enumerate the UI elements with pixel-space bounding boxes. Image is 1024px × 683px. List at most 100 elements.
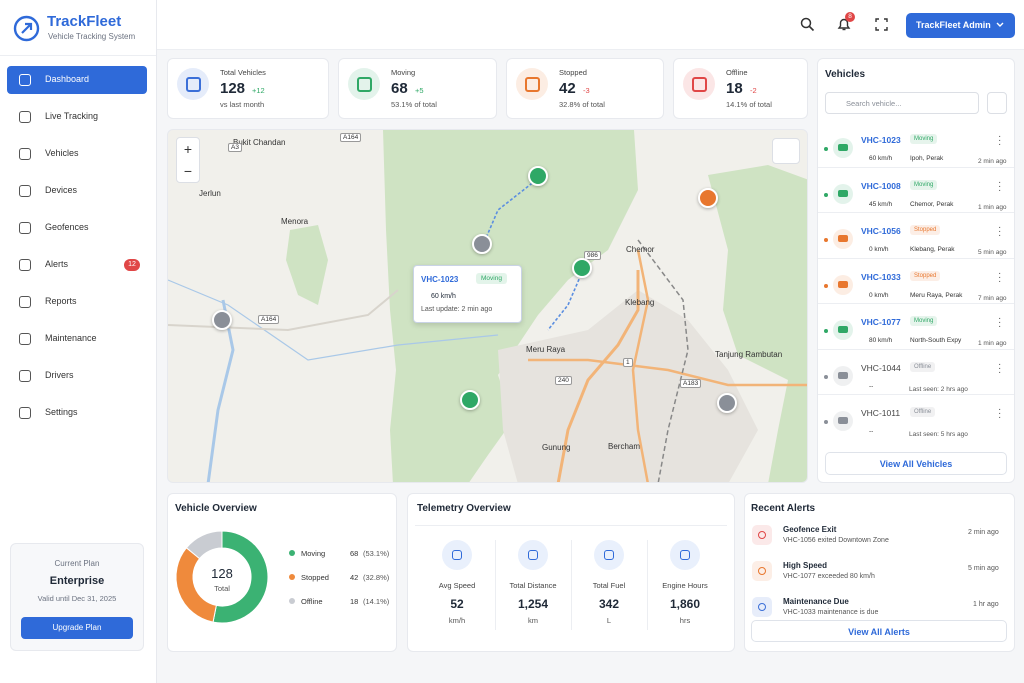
vehicle-time: Last seen: 5 hrs ago [909, 431, 968, 438]
nav-item[interactable]: Alerts [45, 259, 69, 269]
metric-label: Avg Speed [438, 581, 476, 590]
status-dot [824, 283, 828, 288]
upgrade-button[interactable]: Upgrade Plan [21, 617, 133, 639]
stat-value: 42 [559, 80, 576, 97]
nav-item[interactable]: Maintenance [45, 333, 97, 343]
vehicle-id[interactable]: VHC-1008 [861, 180, 901, 191]
filter-button[interactable] [987, 92, 1007, 114]
vehicle-marker[interactable] [528, 166, 548, 186]
topbar [157, 0, 1024, 50]
legend-pct: (53.1%) [363, 549, 390, 558]
nav-item[interactable]: Live Tracking [45, 111, 99, 121]
vehicle-time: Last seen: 2 hrs ago [909, 385, 968, 393]
plan-validity: Valid until Dec 31, 2025 [37, 594, 117, 603]
nav-item[interactable]: Vehicles [45, 148, 79, 158]
donut [175, 530, 269, 624]
donut-segment [185, 530, 223, 560]
nav-icon [19, 185, 31, 197]
vehicle-id[interactable]: VHC-1077 [861, 317, 901, 327]
nav-icon [19, 74, 31, 86]
route [482, 176, 584, 331]
status-dot [824, 238, 828, 242]
vehicle-menu[interactable]: · · · [998, 222, 1002, 241]
vehicle-menu[interactable]: · · · [998, 176, 1002, 196]
place-label: Jerlun [199, 189, 221, 198]
vehicle-status: Moving [910, 316, 938, 326]
alert-time: 2 min ago [968, 529, 999, 536]
vehicle-marker[interactable] [460, 390, 480, 410]
metric-divider [495, 540, 496, 630]
vehicle-marker[interactable] [212, 310, 232, 330]
donut-segment [212, 530, 269, 624]
vehicle-id[interactable]: VHC-1011 [861, 408, 901, 418]
stat-icon [177, 68, 209, 100]
metric-icon [594, 540, 624, 570]
status-dot [824, 147, 828, 151]
popup-id: VHC-1023 [421, 275, 459, 284]
view-all-vehicles[interactable]: View All Vehicles [825, 452, 1007, 475]
vehicle-speed: 0 km/h [869, 246, 889, 253]
nav-icon [19, 222, 31, 234]
vehicle-marker[interactable] [698, 188, 718, 208]
search-placeholder: Search vehicle... [846, 99, 902, 108]
alert-detail: VHC-1056 exited Downtown Zone [783, 537, 889, 544]
alert-title[interactable]: Maintenance Due [783, 597, 849, 606]
nav-item[interactable]: Devices [45, 185, 78, 195]
view-all-alerts[interactable]: View All Alerts [751, 620, 1007, 642]
layers-button[interactable] [772, 138, 800, 164]
vehicle-status: Stopped [910, 270, 941, 281]
divider [415, 525, 727, 526]
place-label: Menora [281, 217, 309, 226]
notification-badge: 8 [845, 12, 855, 22]
vehicle-marker[interactable] [717, 393, 737, 413]
vehicle-id[interactable]: VHC-1023 [861, 135, 901, 145]
alert-title[interactable]: Geofence Exit [783, 525, 837, 534]
nav-item[interactable]: Drivers [45, 370, 74, 380]
vehicle-id[interactable]: VHC-1044 [861, 362, 901, 373]
vehicle-time: 1 min ago [978, 203, 1007, 211]
nav-icon [19, 111, 31, 123]
nav-item[interactable]: Settings [45, 407, 78, 417]
metric-value: 52 [450, 597, 464, 611]
road-shield: A183 [680, 379, 702, 388]
stat-card [673, 58, 808, 119]
row-divider [818, 348, 1014, 350]
alert-title[interactable]: High Speed [783, 561, 828, 570]
vehicle-menu[interactable]: · · · [998, 404, 1002, 423]
alert-time: 1 hr ago [973, 601, 999, 608]
zoom-control[interactable]: + − [176, 137, 200, 183]
alert-icon-glyph [758, 531, 766, 539]
vehicle-menu[interactable]: · · · [998, 131, 1002, 150]
vehicle-marker[interactable] [572, 258, 592, 278]
road [528, 358, 807, 387]
vehicle-status: Moving [910, 134, 938, 144]
search-box[interactable] [825, 92, 979, 114]
vehicle-status: Moving [910, 179, 938, 190]
nav-item[interactable]: Geofences [45, 222, 89, 232]
search-icon[interactable] [800, 17, 815, 32]
map-popup [413, 265, 522, 323]
nav-icon [19, 333, 31, 345]
vehicle-status: Offline [910, 407, 936, 417]
vehicle-id[interactable]: VHC-1033 [861, 271, 901, 282]
fullscreen-icon[interactable] [875, 18, 888, 31]
vehicle-menu[interactable]: · · · [998, 358, 1002, 378]
vehicle-id[interactable]: VHC-1056 [861, 226, 901, 236]
vehicle-menu[interactable]: · · · [998, 313, 1002, 332]
vehicle-location: Chemor, Perak [910, 200, 954, 208]
status-dot [824, 374, 828, 379]
vehicle-marker[interactable] [472, 234, 492, 254]
vehicle-speed: -- [869, 428, 874, 435]
vehicle-icon-glyph [838, 326, 848, 333]
metric-divider [571, 540, 572, 630]
bell-icon[interactable] [836, 16, 852, 32]
row-divider [818, 212, 1014, 213]
vehicle-location: Klebang, Perak [910, 246, 955, 253]
nav-item[interactable]: Dashboard [45, 74, 90, 84]
user-button[interactable] [906, 13, 1015, 38]
stat-label: Moving [391, 68, 416, 77]
plan-heading: Current Plan [54, 559, 100, 568]
nav-item[interactable]: Reports [45, 296, 77, 306]
vehicle-menu[interactable]: · · · [998, 267, 1002, 287]
